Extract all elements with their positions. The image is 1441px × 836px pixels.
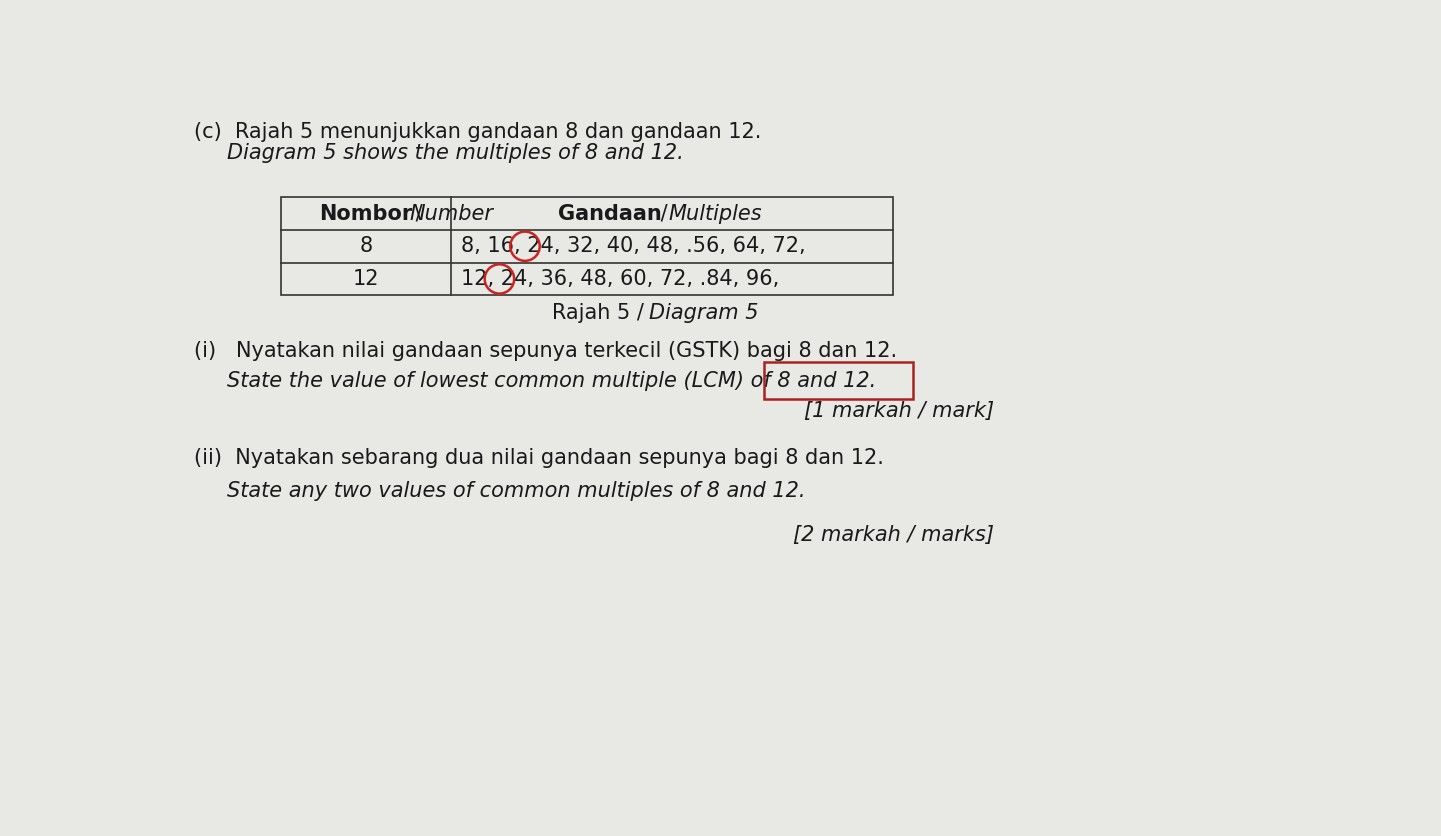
Text: Diagram 5: Diagram 5 xyxy=(648,303,758,323)
Text: /: / xyxy=(654,203,674,223)
Text: Rajah 5 /: Rajah 5 / xyxy=(552,303,651,323)
Text: [1 markah / mark]: [1 markah / mark] xyxy=(804,401,994,421)
Bar xyxy=(281,197,893,295)
Text: Gandaan: Gandaan xyxy=(558,203,661,223)
Text: Nombor: Nombor xyxy=(320,203,412,223)
Text: 8, 16, 24, 32, 40, 48, .56, 64, 72,: 8, 16, 24, 32, 40, 48, .56, 64, 72, xyxy=(461,237,806,257)
Text: State any two values of common multiples of 8 and 12.: State any two values of common multiples… xyxy=(226,482,806,502)
Text: Number: Number xyxy=(409,203,493,223)
Text: (i)   Nyatakan nilai gandaan sepunya terkecil (GSTK) bagi 8 dan 12.: (i) Nyatakan nilai gandaan sepunya terke… xyxy=(195,341,898,361)
Text: Multiples: Multiples xyxy=(669,203,762,223)
Text: 12, 24, 36, 48, 60, 72, .84, 96,: 12, 24, 36, 48, 60, 72, .84, 96, xyxy=(461,269,780,289)
Text: (ii)  Nyatakan sebarang dua nilai gandaan sepunya bagi 8 dan 12.: (ii) Nyatakan sebarang dua nilai gandaan… xyxy=(195,447,883,467)
Text: (c)  Rajah 5 menunjukkan gandaan 8 dan gandaan 12.: (c) Rajah 5 menunjukkan gandaan 8 dan ga… xyxy=(195,122,761,142)
Text: [2 markah / marks]: [2 markah / marks] xyxy=(793,525,994,544)
Text: 12: 12 xyxy=(353,269,379,289)
Text: State the value of lowest common multiple (LCM) of 8 and 12.: State the value of lowest common multipl… xyxy=(226,370,876,390)
Text: 8: 8 xyxy=(360,237,373,257)
Text: /: / xyxy=(409,203,429,223)
Text: Diagram 5 shows the multiples of 8 and 12.: Diagram 5 shows the multiples of 8 and 1… xyxy=(226,143,683,163)
